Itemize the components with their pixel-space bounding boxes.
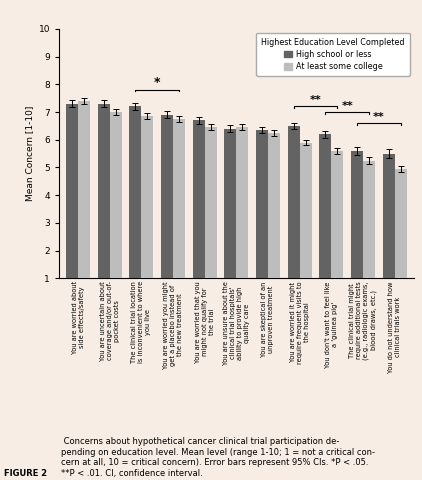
Bar bbox=[98, 104, 110, 306]
Bar bbox=[225, 129, 236, 306]
Bar bbox=[383, 154, 395, 306]
Bar bbox=[236, 127, 248, 306]
Bar bbox=[268, 133, 280, 306]
Bar bbox=[319, 134, 331, 306]
Y-axis label: Mean Concern [1-10]: Mean Concern [1-10] bbox=[25, 106, 34, 201]
Bar bbox=[331, 151, 344, 306]
Bar bbox=[110, 112, 122, 306]
Bar bbox=[205, 127, 217, 306]
Text: **: ** bbox=[373, 112, 384, 122]
Bar bbox=[363, 160, 375, 306]
Bar bbox=[395, 169, 407, 306]
Bar bbox=[130, 107, 141, 306]
Bar bbox=[300, 143, 311, 306]
Bar bbox=[78, 101, 90, 306]
Bar bbox=[351, 151, 363, 306]
Bar bbox=[66, 104, 78, 306]
Bar bbox=[288, 126, 300, 306]
Text: Concerns about hypothetical cancer clinical trial participation de-
pending on e: Concerns about hypothetical cancer clini… bbox=[61, 437, 375, 478]
Text: *: * bbox=[154, 76, 160, 89]
Bar bbox=[193, 120, 205, 306]
Text: FIGURE 2: FIGURE 2 bbox=[4, 468, 47, 478]
Bar bbox=[256, 130, 268, 306]
Legend: High school or less, At least some college: High school or less, At least some colle… bbox=[257, 33, 409, 76]
Text: **: ** bbox=[341, 101, 353, 111]
Bar bbox=[141, 116, 154, 306]
Bar bbox=[173, 119, 185, 306]
Text: **: ** bbox=[310, 96, 321, 105]
Bar bbox=[161, 115, 173, 306]
